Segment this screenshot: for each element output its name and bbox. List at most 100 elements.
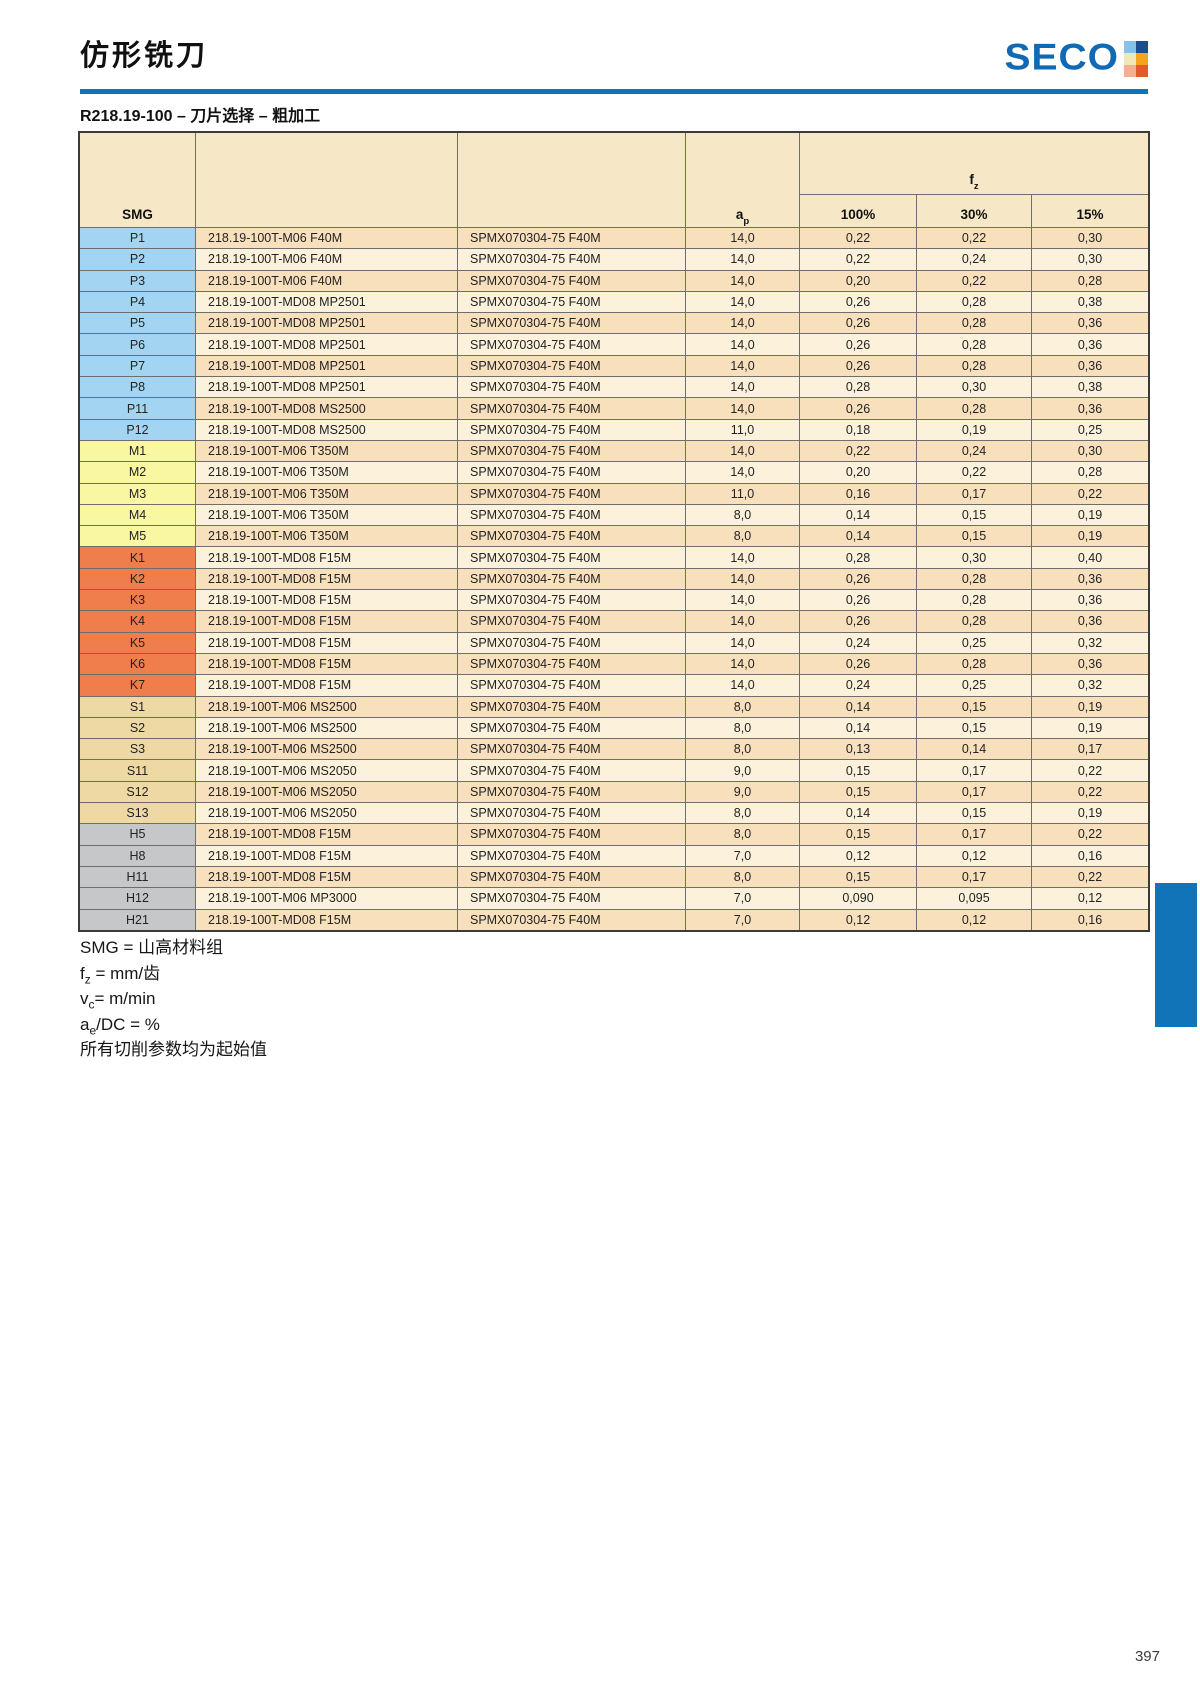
smg-cell: H8 [80,845,196,866]
fz-15-value-cell: 0,22 [1032,866,1148,888]
table-row: M5 218.19-100T-M06 T350M SPMX070304-75 F… [80,525,1148,547]
insert-designation-cell: SPMX070304-75 F40M [458,504,686,526]
footnote-fz: fz = mm/齿 [80,961,267,987]
insert-designation-cell: SPMX070304-75 F40M [458,440,686,462]
tool-designation-cell: 218.19-100T-M06 F40M [196,249,458,270]
table-row: M1 218.19-100T-M06 T350M SPMX070304-75 F… [80,439,1148,462]
fz-30-value-cell: 0,17 [917,781,1032,803]
fz-15-value-cell: 0,12 [1032,888,1148,909]
table-row: K4 218.19-100T-MD08 F15M SPMX070304-75 F… [80,610,1148,632]
fz-30-value-cell: 0,28 [917,291,1032,313]
fz-15-value-cell: 0,36 [1032,355,1148,377]
fz-100-value-cell: 0,12 [800,845,917,866]
fz-label: f [969,172,974,187]
fz-100-value-cell: 0,15 [800,760,917,781]
tool-designation-column-header [196,133,458,227]
ap-value-cell: 14,0 [686,440,800,462]
ap-value-cell: 9,0 [686,760,800,781]
tool-designation-cell: 218.19-100T-M06 F40M [196,270,458,291]
fz-100-value-cell: 0,22 [800,440,917,462]
fz-15-value-cell: 0,19 [1032,504,1148,526]
fz-15-value-cell: 0,36 [1032,398,1148,419]
fz-100-value-cell: 0,16 [800,483,917,504]
tool-designation-cell: 218.19-100T-MD08 MP2501 [196,334,458,355]
fz-100-value-cell: 0,26 [800,398,917,419]
ap-value-cell: 14,0 [686,377,800,398]
tool-designation-cell: 218.19-100T-MD08 F15M [196,653,458,675]
fz-30-value-cell: 0,17 [917,760,1032,781]
tool-designation-cell: 218.19-100T-MD08 F15M [196,568,458,590]
insert-designation-cell: SPMX070304-75 F40M [458,717,686,739]
fz-100-value-cell: 0,14 [800,526,917,547]
ap-value-cell: 14,0 [686,270,800,291]
smg-cell: M3 [80,483,196,504]
ap-value-cell: 8,0 [686,824,800,845]
tool-designation-cell: 218.19-100T-M06 T350M [196,462,458,483]
fz-15-value-cell: 0,16 [1032,909,1148,930]
tool-designation-cell: 218.19-100T-M06 MS2050 [196,781,458,803]
table-row: S3 218.19-100T-M06 MS2500 SPMX070304-75 … [80,738,1148,760]
fz-15-value-cell: 0,36 [1032,590,1148,611]
table-row: K5 218.19-100T-MD08 F15M SPMX070304-75 F… [80,631,1148,653]
smg-cell: P12 [80,419,196,440]
ap-value-cell: 8,0 [686,803,800,824]
fz-30-value-cell: 0,14 [917,739,1032,760]
fz-15-value-cell: 0,19 [1032,717,1148,739]
footnote-vc: vc= m/min [80,986,267,1012]
fz-30-value-cell: 0,28 [917,653,1032,675]
table-row: S1 218.19-100T-M06 MS2500 SPMX070304-75 … [80,695,1148,717]
page-edge-tab [1155,883,1197,1027]
fz-100-value-cell: 0,26 [800,291,917,313]
tool-designation-cell: 218.19-100T-M06 MS2500 [196,696,458,717]
smg-cell: P2 [80,249,196,270]
tool-designation-cell: 218.19-100T-MD08 F15M [196,845,458,866]
tool-designation-cell: 218.19-100T-MD08 MP2501 [196,355,458,377]
table-row: K7 218.19-100T-MD08 F15M SPMX070304-75 F… [80,674,1148,696]
tool-designation-cell: 218.19-100T-M06 MS2050 [196,760,458,781]
fz-30-value-cell: 0,30 [917,377,1032,398]
table-row: M2 218.19-100T-M06 T350M SPMX070304-75 F… [80,461,1148,483]
table-row: P12 218.19-100T-MD08 MS2500 SPMX070304-7… [80,418,1148,440]
fz-30-value-cell: 0,28 [917,611,1032,632]
insert-designation-cell: SPMX070304-75 F40M [458,611,686,632]
smg-cell: P1 [80,228,196,249]
fz-30-value-cell: 0,17 [917,483,1032,504]
ap-value-cell: 14,0 [686,611,800,632]
fz-100-value-cell: 0,22 [800,228,917,249]
fz-30-value-cell: 0,12 [917,845,1032,866]
fz-15-value-cell: 0,32 [1032,632,1148,653]
insert-designation-cell: SPMX070304-75 F40M [458,653,686,675]
tool-designation-cell: 218.19-100T-MD08 F15M [196,866,458,888]
smg-cell: S3 [80,739,196,760]
smg-cell: K3 [80,590,196,611]
insert-designation-cell: SPMX070304-75 F40M [458,526,686,547]
ap-value-cell: 8,0 [686,504,800,526]
tool-designation-cell: 218.19-100T-M06 F40M [196,228,458,249]
insert-designation-cell: SPMX070304-75 F40M [458,739,686,760]
table-row: K2 218.19-100T-MD08 F15M SPMX070304-75 F… [80,567,1148,590]
fz-15-value-cell: 0,36 [1032,313,1148,334]
smg-cell: K2 [80,568,196,590]
fz-100-value-cell: 0,15 [800,824,917,845]
ap-value-cell: 14,0 [686,547,800,568]
footnote-vc-base: v [80,989,89,1008]
insert-designation-cell: SPMX070304-75 F40M [458,696,686,717]
fz-30-value-cell: 0,24 [917,440,1032,462]
fz-15-value-cell: 0,16 [1032,845,1148,866]
table-row: S13 218.19-100T-M06 MS2050 SPMX070304-75… [80,802,1148,824]
ap-value-cell: 14,0 [686,462,800,483]
table-row: M3 218.19-100T-M06 T350M SPMX070304-75 F… [80,482,1148,504]
table-row: S11 218.19-100T-M06 MS2050 SPMX070304-75… [80,759,1148,781]
fz-100-value-cell: 0,14 [800,696,917,717]
tool-designation-cell: 218.19-100T-M06 T350M [196,504,458,526]
footnote-vc-sub: c [88,997,95,1012]
table-row: M4 218.19-100T-M06 T350M SPMX070304-75 F… [80,503,1148,526]
smg-cell: P11 [80,398,196,419]
seco-logo-text: SECO [1004,37,1119,78]
fz-15-value-cell: 0,28 [1032,270,1148,291]
insert-designation-cell: SPMX070304-75 F40M [458,760,686,781]
smg-cell: S2 [80,717,196,739]
fz-100-value-cell: 0,26 [800,611,917,632]
smg-cell: H21 [80,909,196,930]
table-row: P7 218.19-100T-MD08 MP2501 SPMX070304-75… [80,354,1148,377]
